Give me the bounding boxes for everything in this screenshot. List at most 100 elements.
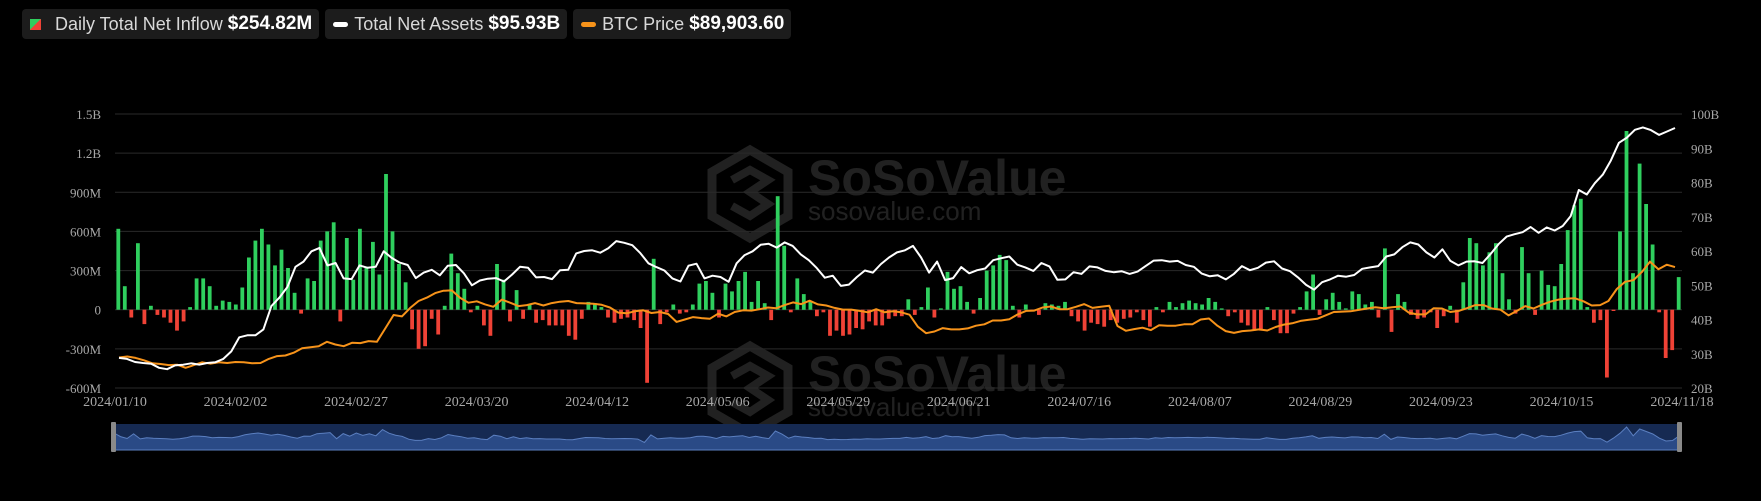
inflow-bar bbox=[1644, 204, 1648, 310]
inflow-bar bbox=[984, 270, 989, 310]
inflow-bar bbox=[527, 304, 532, 310]
inflow-bar bbox=[495, 264, 499, 310]
inflow-bar bbox=[397, 264, 401, 310]
y-right-tick-label: 30B bbox=[1691, 347, 1713, 362]
outflow-bar bbox=[423, 309, 427, 347]
inflow-bar bbox=[1572, 205, 1577, 310]
inflow-bar bbox=[1311, 274, 1315, 310]
outflow-bar bbox=[821, 309, 826, 313]
y-axis-right: 100B 90B 80B 70B 60B 50B 40B 30B 20B bbox=[1691, 107, 1720, 396]
inflow-bar bbox=[1585, 307, 1590, 310]
inflow-bar bbox=[1383, 248, 1387, 310]
inflow-bar bbox=[273, 265, 277, 310]
outflow-bar bbox=[1161, 309, 1165, 313]
inflow-bar bbox=[1343, 308, 1348, 310]
outflow-bar bbox=[553, 309, 558, 326]
outflow-bar bbox=[1657, 309, 1662, 313]
inflow-bar bbox=[1063, 301, 1067, 310]
inflow-bar bbox=[1552, 286, 1557, 310]
outflow-bar bbox=[769, 309, 774, 321]
line-swatch-icon bbox=[581, 21, 597, 27]
x-tick-label: 2024/11/18 bbox=[1650, 395, 1713, 410]
x-tick-label: 2024/05/29 bbox=[806, 395, 870, 410]
inflow-bar bbox=[1023, 304, 1028, 310]
outflow-bar bbox=[834, 309, 839, 331]
legend-value: $254.82M bbox=[227, 13, 313, 34]
inflow-bar bbox=[906, 299, 911, 310]
navigator-left-handle-icon[interactable] bbox=[111, 422, 116, 452]
outflow-bar bbox=[566, 309, 571, 336]
outflow-bar bbox=[338, 309, 343, 322]
watermark-domain: sosovalue.com bbox=[808, 196, 981, 226]
inflow-bar bbox=[305, 278, 310, 310]
legend-label: Total Net Assets bbox=[354, 13, 484, 34]
inflow-bar bbox=[1167, 301, 1172, 310]
inflow-bar bbox=[1265, 307, 1270, 310]
inflow-bar bbox=[1539, 270, 1544, 310]
x-tick-label: 2024/04/12 bbox=[565, 395, 629, 410]
inflow-bar bbox=[292, 292, 297, 310]
inflow-bar bbox=[1624, 131, 1629, 310]
legend-value: $95.93B bbox=[488, 13, 561, 34]
inflow-bar bbox=[1010, 305, 1015, 310]
inflow-bar bbox=[808, 301, 813, 310]
navigator-right-handle-icon[interactable] bbox=[1677, 422, 1682, 452]
outflow-bar bbox=[1435, 309, 1440, 328]
outflow-bar bbox=[1102, 309, 1107, 327]
outflow-bar bbox=[841, 309, 845, 336]
outflow-bar bbox=[1115, 309, 1120, 323]
range-navigator[interactable] bbox=[111, 422, 1682, 452]
outflow-bar bbox=[175, 309, 179, 331]
outflow-bar bbox=[534, 309, 538, 323]
inflow-bar bbox=[1461, 282, 1466, 310]
x-tick-label: 2024/05/06 bbox=[686, 395, 750, 410]
legend-bar: Daily Total Net Inflow $254.82M Total Ne… bbox=[22, 9, 792, 39]
outflow-bar bbox=[1239, 309, 1244, 323]
legend-item-btc-price[interactable]: BTC Price $89,903.60 bbox=[573, 9, 792, 39]
y-right-tick-label: 60B bbox=[1691, 244, 1713, 259]
inflow-bar bbox=[671, 304, 676, 310]
y-right-tick-label: 40B bbox=[1691, 313, 1713, 328]
inflow-bar bbox=[247, 257, 251, 310]
legend-item-daily-inflow[interactable]: Daily Total Net Inflow $254.82M bbox=[22, 9, 320, 39]
inflow-bar bbox=[1474, 243, 1479, 310]
inflow-bar bbox=[201, 278, 206, 310]
legend-item-net-assets[interactable]: Total Net Assets $95.93B bbox=[325, 9, 568, 39]
navigator-series bbox=[113, 426, 1680, 451]
legend-label: Daily Total Net Inflow bbox=[55, 13, 223, 34]
outflow-bar bbox=[1069, 309, 1074, 317]
inflow-bar bbox=[599, 307, 604, 310]
inflow-bar bbox=[939, 308, 943, 310]
outflow-bar bbox=[971, 309, 976, 314]
grid-lines bbox=[115, 113, 1682, 389]
inflow-bar bbox=[1056, 305, 1061, 310]
outflow-bar bbox=[468, 309, 473, 313]
outflow-bar bbox=[1108, 309, 1113, 321]
inflow-bar bbox=[1520, 247, 1524, 310]
x-tick-label: 2024/07/16 bbox=[1047, 395, 1111, 410]
inflow-bar bbox=[1396, 294, 1400, 310]
inflow-bar bbox=[1206, 298, 1211, 310]
inflow-bar bbox=[586, 301, 591, 310]
inflow-bar bbox=[697, 283, 702, 310]
outflow-bar bbox=[1148, 309, 1152, 327]
x-tick-label: 2024/06/21 bbox=[927, 395, 991, 410]
inflow-bar bbox=[122, 286, 127, 310]
y-left-tick-label: 1.2B bbox=[76, 146, 101, 161]
inflow-bar bbox=[233, 304, 238, 310]
btc-price-line bbox=[118, 260, 1676, 369]
outflow-bar bbox=[854, 309, 858, 328]
inflow-bars bbox=[116, 131, 1681, 383]
inflow-bar bbox=[188, 307, 192, 310]
outflow-bar bbox=[1598, 309, 1603, 321]
outflow-bar bbox=[1291, 309, 1296, 314]
outflow-bar bbox=[482, 309, 486, 326]
outflow-bar bbox=[873, 309, 878, 326]
outflow-bar bbox=[867, 309, 871, 322]
inflow-bar bbox=[1193, 303, 1198, 310]
inflow-bar bbox=[1487, 252, 1492, 310]
inflow-bar bbox=[1200, 304, 1204, 310]
inflow-bar bbox=[736, 281, 741, 310]
inflow-bar bbox=[364, 266, 369, 310]
